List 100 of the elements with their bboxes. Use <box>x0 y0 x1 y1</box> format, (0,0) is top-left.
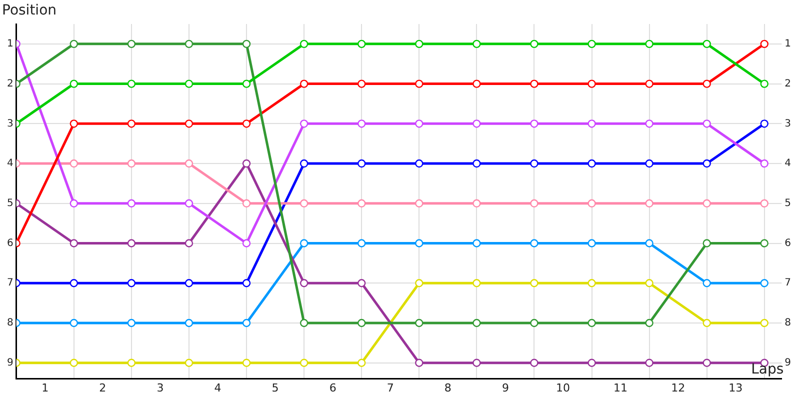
x-tick-label: 1 <box>42 381 49 394</box>
point <box>300 80 308 88</box>
point <box>358 279 366 288</box>
point <box>184 40 194 48</box>
point <box>645 199 654 208</box>
point <box>588 40 596 48</box>
point <box>760 239 768 248</box>
point <box>702 40 711 48</box>
point <box>242 358 251 367</box>
x-tick-label: 7 <box>386 381 394 394</box>
point <box>242 318 251 328</box>
point <box>760 279 768 288</box>
y-tick-label: 8 <box>6 318 14 329</box>
point <box>645 40 654 48</box>
x-tick-label: 11 <box>614 381 628 394</box>
point <box>300 159 308 168</box>
y-tick-label: 9 <box>6 357 14 368</box>
point <box>300 40 308 48</box>
point <box>702 318 711 328</box>
point <box>588 318 596 328</box>
y-tick-label: 1 <box>6 38 14 50</box>
x-tick-label: 10 <box>556 381 570 394</box>
point <box>702 239 711 248</box>
point <box>242 40 251 48</box>
x-axis-title: Laps <box>751 361 784 378</box>
point <box>242 279 251 288</box>
point <box>472 159 481 168</box>
point <box>588 239 596 248</box>
point <box>70 40 78 48</box>
x-tick-label: 3 <box>156 381 164 394</box>
point <box>358 40 366 48</box>
y-tick-label: 3 <box>6 118 14 130</box>
point <box>702 358 711 367</box>
point <box>588 159 596 168</box>
y-tick-label: 4 <box>6 158 14 170</box>
point <box>415 40 424 48</box>
point <box>702 80 711 88</box>
point <box>127 199 136 208</box>
point <box>588 120 596 128</box>
y2-tick-label: 9 <box>784 357 792 368</box>
point <box>588 80 596 88</box>
x-tick-label: 2 <box>99 381 106 394</box>
point <box>70 318 78 328</box>
point <box>70 159 78 168</box>
point <box>184 80 194 88</box>
point <box>760 199 768 208</box>
point <box>760 120 768 128</box>
point <box>242 199 251 208</box>
point <box>472 80 481 88</box>
x-tick-label: 4 <box>214 381 222 394</box>
y2-tick-label: 5 <box>784 198 792 209</box>
point <box>645 318 654 328</box>
point <box>530 80 538 88</box>
y2-tick-label: 3 <box>784 118 792 130</box>
y-axis-title: Position <box>2 2 57 19</box>
point <box>472 318 481 328</box>
point <box>415 239 424 248</box>
point <box>415 120 424 128</box>
point <box>184 159 194 168</box>
point <box>242 239 251 248</box>
point <box>530 318 538 328</box>
y-tick-label: 2 <box>6 78 14 90</box>
point <box>242 80 251 88</box>
point <box>472 120 481 128</box>
point <box>358 318 366 328</box>
point <box>358 120 366 128</box>
point <box>127 239 136 248</box>
x-tick-label: 6 <box>329 381 336 394</box>
point <box>300 120 308 128</box>
point <box>184 199 194 208</box>
x-tick-label: 13 <box>728 381 743 394</box>
point <box>415 199 424 208</box>
point <box>127 159 136 168</box>
point <box>300 358 308 367</box>
point <box>184 239 194 248</box>
point <box>702 279 711 288</box>
point <box>127 40 136 48</box>
point <box>588 358 596 367</box>
point <box>184 120 194 128</box>
point <box>300 199 308 208</box>
point <box>242 159 251 168</box>
point <box>300 318 308 328</box>
point <box>530 40 538 48</box>
point <box>530 279 538 288</box>
point <box>472 40 481 48</box>
x-tick-label: 5 <box>272 381 279 394</box>
point <box>588 199 596 208</box>
point <box>184 279 194 288</box>
point <box>358 358 366 367</box>
x-tick-label: 9 <box>502 381 509 394</box>
point <box>70 80 78 88</box>
y-tick-label: 6 <box>6 238 14 249</box>
point <box>760 318 768 328</box>
point <box>645 159 654 168</box>
point <box>300 279 308 288</box>
point <box>760 80 768 88</box>
point <box>184 358 194 367</box>
point <box>760 159 768 168</box>
point <box>358 239 366 248</box>
point <box>300 239 308 248</box>
